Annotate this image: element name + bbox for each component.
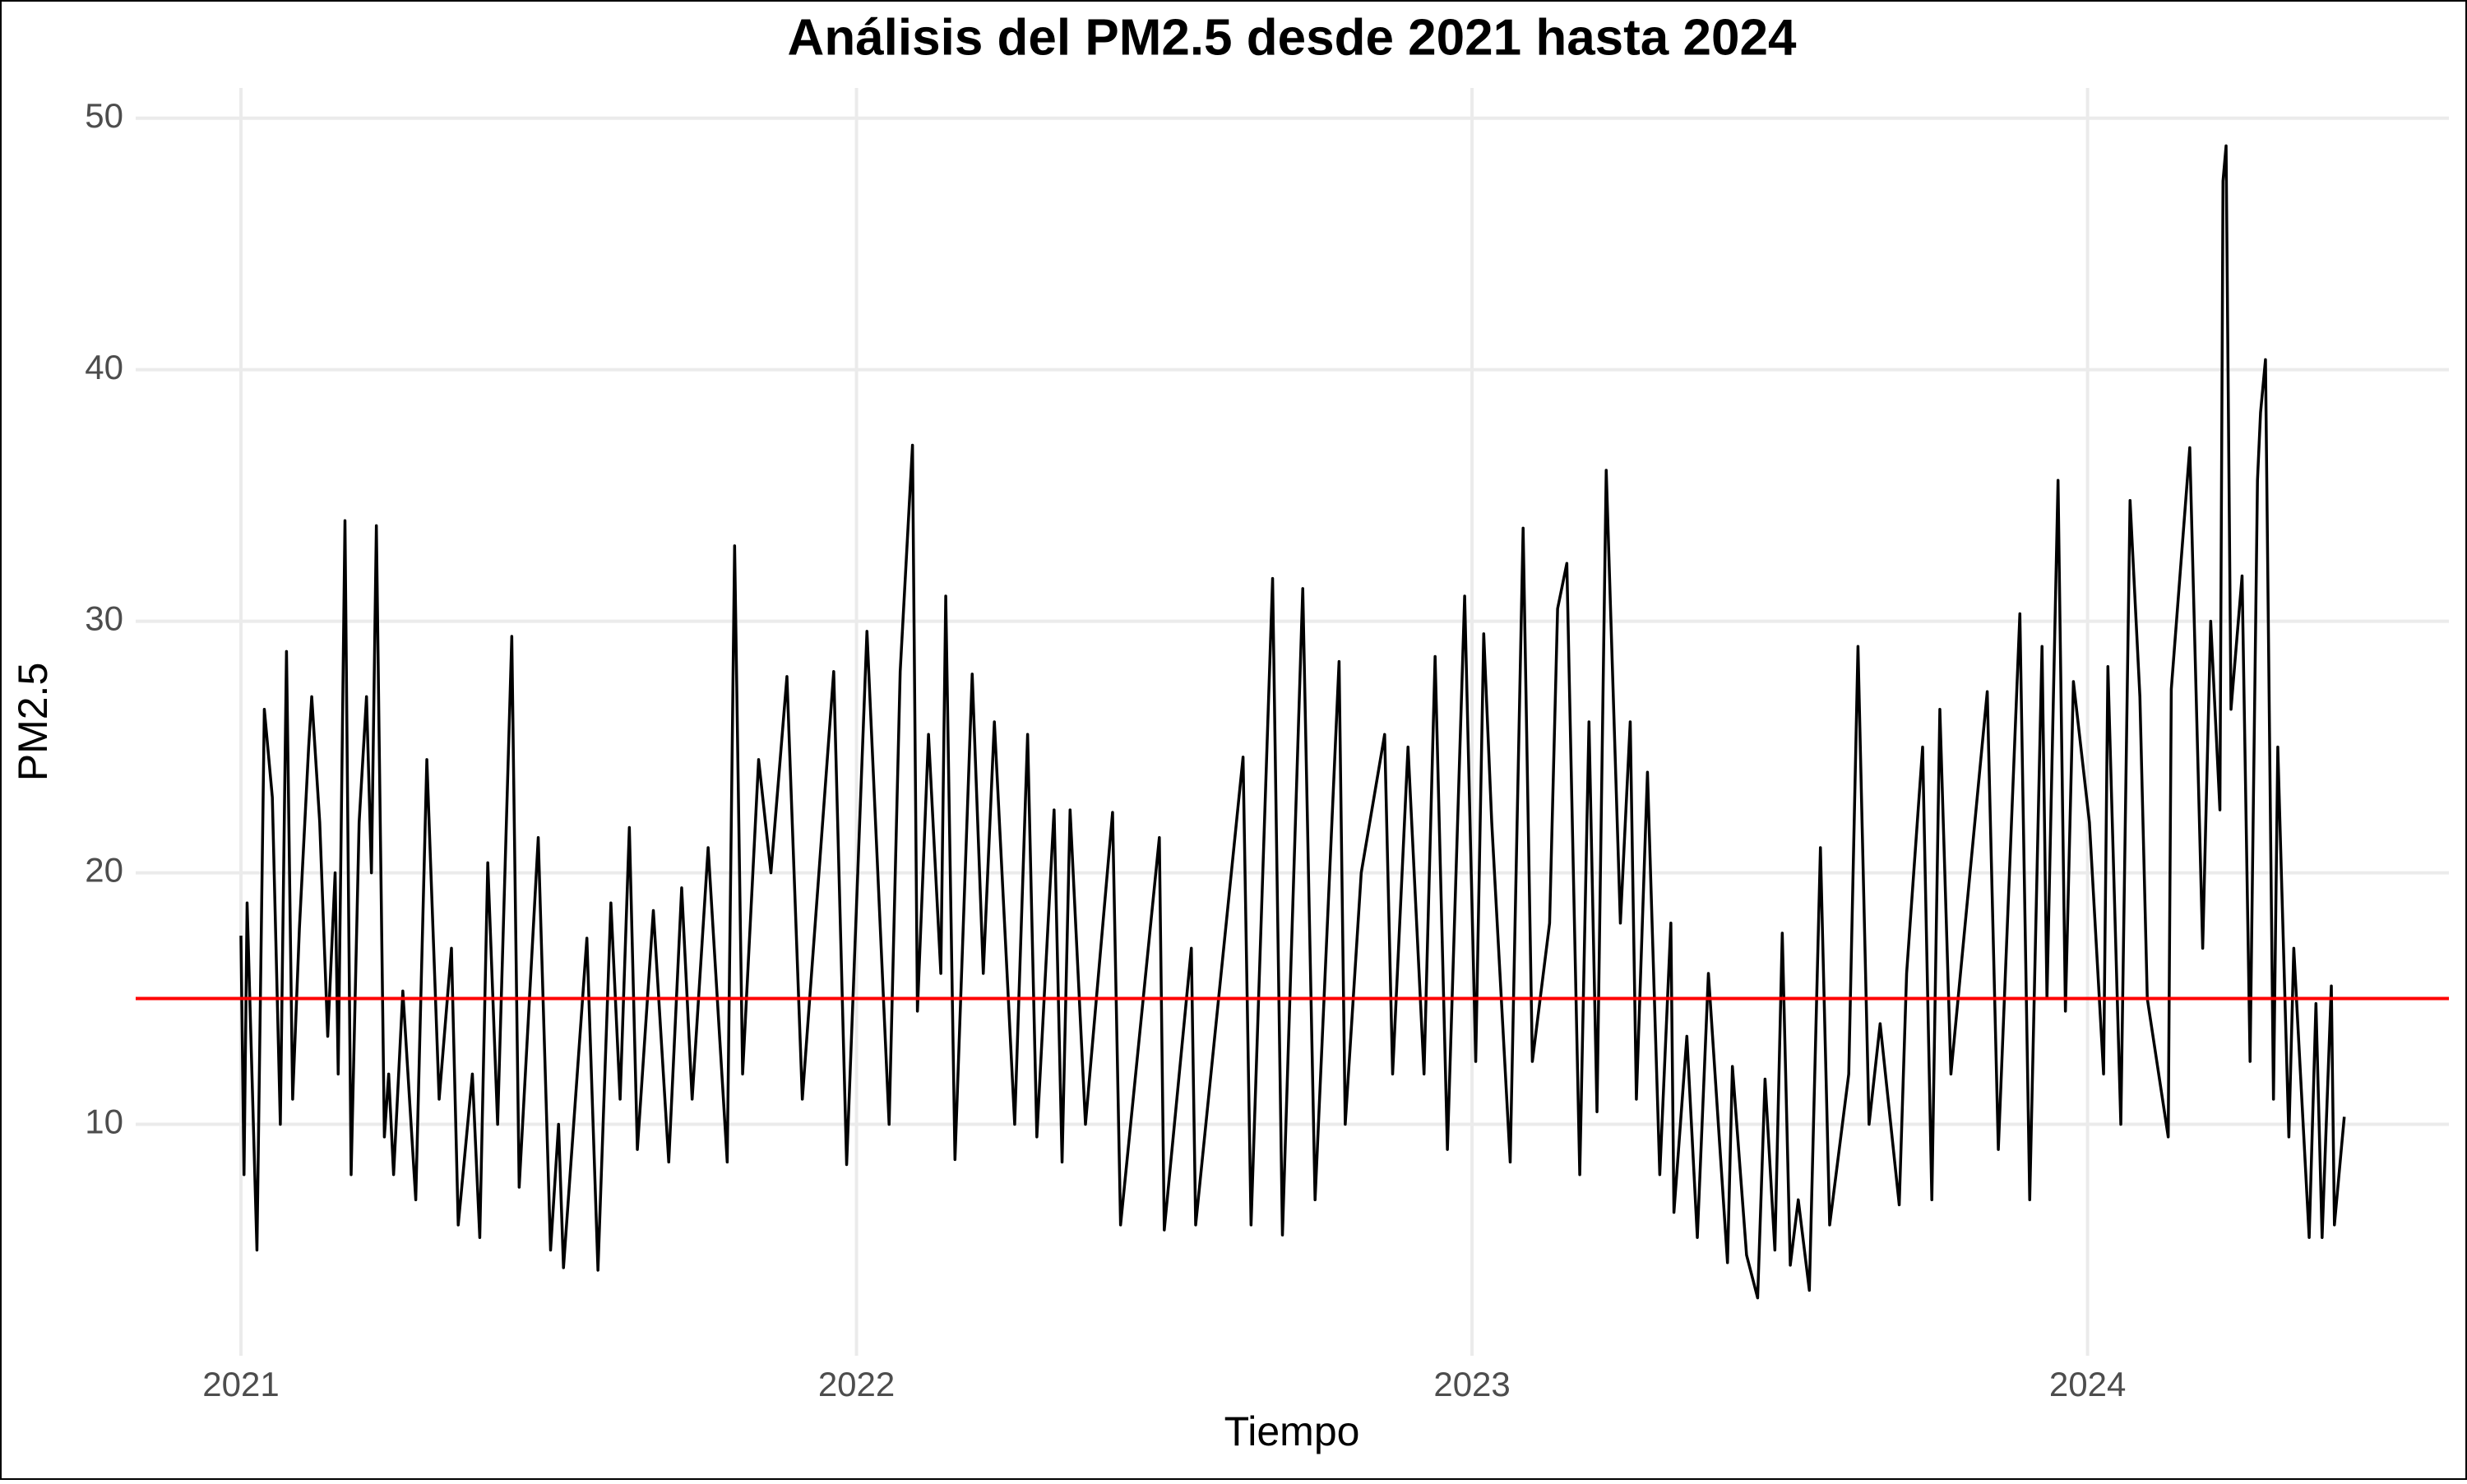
- grid: [136, 88, 2449, 1356]
- plot: [136, 144, 2449, 1300]
- x-tick-label: 2024: [2049, 1365, 2126, 1403]
- x-tick-label: 2021: [202, 1365, 279, 1403]
- x-tick-label: 2023: [1433, 1365, 1510, 1403]
- y-tick-label: 40: [85, 348, 123, 386]
- y-axis-label: PM2.5: [10, 663, 56, 782]
- pm25-line: [239, 144, 2346, 1300]
- chart-title: Análisis del PM2.5 desde 2021 hasta 2024: [788, 9, 1797, 66]
- y-tick-label: 20: [85, 851, 123, 890]
- x-axis-label: Tiempo: [1224, 1408, 1360, 1454]
- y-tick-label: 50: [85, 96, 123, 135]
- y-tick-label: 30: [85, 599, 123, 638]
- y-tick-label: 10: [85, 1103, 123, 1141]
- x-tick-label: 2022: [818, 1365, 895, 1403]
